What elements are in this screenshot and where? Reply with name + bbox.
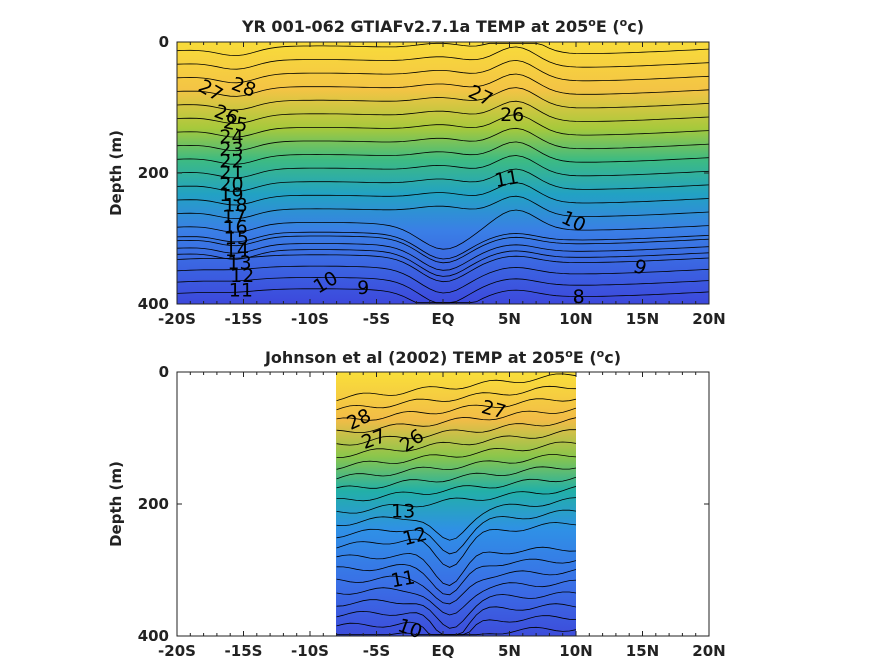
isotherm-line — [336, 429, 576, 458]
isotherm-line — [177, 155, 709, 179]
x-tick-label: -5S — [363, 642, 390, 660]
isotherm-line — [177, 168, 709, 192]
x-tick-label: EQ — [432, 310, 455, 328]
isotherm-line — [177, 235, 709, 264]
x-tick-label: -20S — [158, 310, 196, 328]
contour-label: 21 — [219, 162, 243, 184]
contour-label: 19 — [219, 184, 243, 206]
isotherm-line — [336, 546, 576, 586]
x-tick-label: -15S — [225, 310, 263, 328]
panel-bottom-axes: -20S -15S -10S -5S EQ 5N 10N 15N 20N 0 200 400 — [138, 363, 726, 660]
panel-bottom-title: Johnson et al (2002) TEMP at 205oE (oc) — [264, 347, 621, 367]
x-tick-label: -15S — [225, 642, 263, 660]
isotherm-line — [336, 398, 576, 421]
isotherm-line — [177, 243, 709, 271]
panel-top-title: YR 001-062 GTIAFv2.7.1a TEMP at 205oE (o… — [241, 16, 644, 36]
x-tick-label: EQ — [432, 642, 455, 660]
isotherm-line — [177, 46, 709, 70]
panel-top-colorfill — [177, 42, 709, 304]
contour-label: 24 — [219, 126, 243, 148]
contour-label: 23 — [219, 139, 243, 161]
panel-bottom-ylabel: Depth (m) — [107, 461, 125, 547]
isotherm-line — [177, 254, 709, 283]
panel-bottom-contours — [336, 373, 576, 636]
isotherm-line — [177, 127, 709, 152]
isotherm-line — [177, 231, 709, 260]
panel-top-ylabel: Depth (m) — [107, 130, 125, 216]
x-tick-label: 15N — [626, 642, 659, 660]
isotherm-line — [336, 579, 576, 616]
isotherm-line — [336, 441, 576, 470]
isotherm-line — [336, 476, 576, 502]
contour-label: 14 — [225, 239, 249, 261]
contour-label: 12 — [230, 265, 254, 287]
x-tick-label: 15N — [626, 310, 659, 328]
isotherm-line — [336, 486, 576, 514]
isotherm-line — [336, 497, 576, 541]
panel-top: YR 001-062 GTIAFv2.7.1a TEMP at 205oE (o… — [107, 16, 726, 328]
isotherm-line — [336, 558, 576, 596]
panel-top-field — [177, 42, 709, 304]
x-tick-label: -10S — [291, 642, 329, 660]
x-tick-label: 20N — [692, 310, 725, 328]
x-tick-label: -10S — [291, 310, 329, 328]
isotherm-line — [336, 509, 576, 555]
isotherm-line — [336, 466, 576, 489]
contour-label: 11 — [229, 279, 253, 301]
isotherm-line — [177, 114, 709, 138]
contour-label: 11 — [389, 566, 417, 592]
contour-label: 25 — [222, 111, 250, 137]
isotherm-line — [336, 407, 576, 433]
isotherm-line — [177, 141, 709, 165]
x-tick-label: 10N — [559, 642, 592, 660]
x-tick-label: 5N — [498, 642, 521, 660]
isotherm-line — [177, 209, 709, 250]
isotherm-line — [177, 100, 709, 124]
x-tick-label: 10N — [559, 310, 592, 328]
panel-top-axes: -20S -15S -10S -5S EQ 5N 10N 15N 20N 0 200 400 — [138, 33, 726, 328]
contour-label: 22 — [219, 150, 243, 172]
y-tick-label: 200 — [138, 164, 169, 182]
isotherm-line — [336, 417, 576, 446]
isotherm-line — [177, 249, 709, 277]
x-tick-label: 5N — [498, 310, 521, 328]
isotherm-line — [336, 454, 576, 480]
contour-label: 9 — [357, 277, 369, 299]
x-tick-label: 20N — [692, 642, 725, 660]
y-tick-label: 0 — [159, 33, 169, 51]
contour-label: 13 — [227, 252, 251, 274]
x-tick-label: -5S — [363, 310, 390, 328]
y-tick-label: 0 — [159, 363, 169, 381]
isotherm-line — [336, 591, 576, 629]
panel-bottom-field — [336, 372, 576, 636]
contour-label: 17 — [222, 206, 246, 228]
isotherm-line — [336, 569, 576, 605]
contour-label: 13 — [391, 500, 415, 522]
contour-label: 11 — [493, 166, 521, 192]
x-tick-label: -20S — [158, 642, 196, 660]
panel-bottom: Johnson et al (2002) TEMP at 205oE (oc) … — [107, 347, 726, 660]
contour-label: 26 — [500, 104, 524, 126]
contour-label: 8 — [573, 286, 585, 308]
contour-label: 15 — [225, 227, 249, 249]
isotherm-line — [177, 59, 709, 84]
isotherm-line — [177, 87, 709, 111]
y-tick-label: 200 — [138, 495, 169, 513]
isotherm-line — [177, 265, 709, 294]
y-tick-label: 400 — [138, 295, 169, 313]
isotherm-line — [336, 522, 576, 568]
contour-label: 20 — [219, 173, 243, 195]
y-tick-label: 400 — [138, 627, 169, 645]
isotherm-line — [336, 385, 576, 411]
isotherm-line — [177, 73, 709, 97]
isotherm-line — [177, 182, 709, 206]
contour-label: 16 — [223, 217, 247, 239]
panel-bottom-colorfill — [336, 372, 576, 636]
isotherm-line — [177, 195, 709, 220]
isotherm-line — [336, 373, 576, 401]
contour-label: 18 — [223, 194, 247, 216]
